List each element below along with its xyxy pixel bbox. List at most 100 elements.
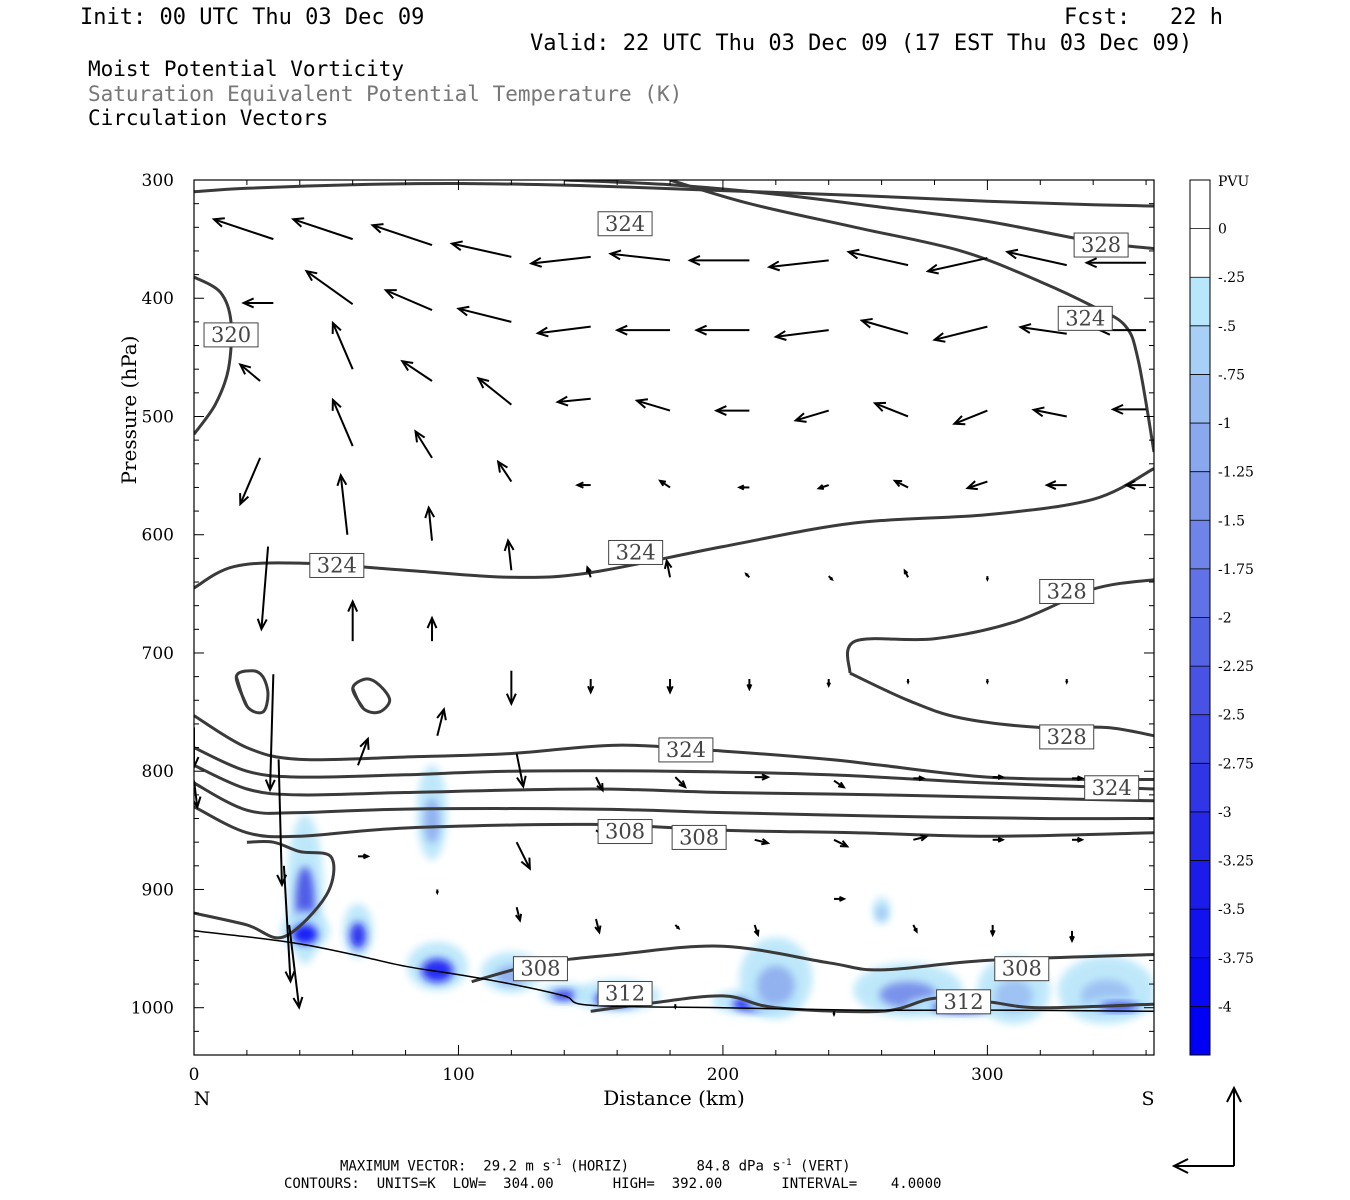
vector-head [596,783,604,793]
circulation-vector [503,538,515,571]
vector-shaft [848,250,909,267]
circulation-vector [1069,930,1075,944]
contour-label-text: 328 [1047,725,1087,749]
colorbar-label: -2 [1218,611,1232,627]
north-label: N [194,1088,211,1110]
contour-label-text: 308 [1002,957,1042,981]
circulation-vector [336,472,349,535]
vector-shaft [595,776,604,791]
pv-shading [280,765,1154,1024]
contour-label-box [1073,232,1129,258]
colorbar-label: -2.75 [1218,756,1254,772]
vector-head [773,330,787,341]
vector-head [496,459,508,473]
contour-label-box [671,824,727,850]
circulation-vector [290,217,353,241]
vector-head [832,1012,836,1017]
contour-label-box [658,737,714,763]
contour-label-box [597,211,653,237]
circulation-vector [585,565,592,578]
circulation-vector [1065,678,1069,685]
circulation-vector [331,320,354,370]
vector-head [678,780,687,789]
vector-head [826,682,831,689]
vector-head [713,405,727,416]
vector-head [1110,403,1124,415]
circulation-vector [1072,775,1085,782]
vert-tag: (VERT) [800,1158,851,1175]
circulation-vector [476,376,512,406]
contour-label-box [1084,775,1140,801]
vector-shaft [331,322,354,370]
vector-head [989,929,996,938]
contour-label: 328 [1073,232,1129,258]
circulation-vector [436,706,447,736]
colorbar-label: -3.75 [1218,951,1254,967]
vector-shaft [305,270,354,305]
vector-shaft [239,457,262,505]
y-tick-label: 900 [142,880,174,900]
theta-contour-312 [590,994,1154,1014]
circulation-vector [694,324,750,336]
vector-head [816,484,825,490]
vector-head [336,472,348,487]
contour-label: 328 [1039,724,1095,750]
vector-head [892,479,903,488]
vector-head [673,1005,677,1010]
vector-head [1077,836,1085,843]
y-tick-label: 600 [142,526,174,546]
y-tick-label: 700 [142,644,174,664]
vector-head [1018,323,1032,334]
colorbar-label: -3.25 [1218,854,1254,870]
contour-label-box [994,956,1050,982]
contour-label-text: 324 [1092,776,1132,800]
x-tick-label: 0 [189,1065,200,1085]
valid-time: Valid: 22 UTC Thu 03 Dec 09 (17 EST Thu … [530,31,1193,56]
contour-label: 308 [671,824,727,850]
circulation-vector [555,395,591,407]
circulation-vector [1044,480,1067,490]
circulation-vector [1110,403,1147,415]
colorbar-swatch [1190,471,1210,521]
vector-head [331,320,342,334]
vector-head [919,834,929,842]
vector-head [753,929,760,938]
colorbar-swatch [1190,520,1210,570]
colorbar-swatch [1190,568,1210,618]
contour-label-box [597,819,653,845]
vector-shaft [954,409,988,425]
y-tick-label: 800 [142,762,174,782]
vector-shaft [927,257,988,273]
circulation-vector [211,217,274,241]
colorbar-swatch [1190,666,1210,716]
vector-head [761,838,771,846]
vector-shaft [239,363,261,382]
contour-label-box [1057,305,1113,331]
field-title-vectors: Circulation Vectors [88,106,329,130]
vector-head [666,685,674,695]
south-label: S [1141,1088,1154,1110]
vector-shaft [213,218,274,241]
vector-shaft [357,738,369,766]
contour-label: 308 [597,819,653,845]
vector-head [658,479,667,487]
circulation-vector [528,255,591,268]
field-title-theta: Saturation Equivalent Potential Temperat… [88,82,683,106]
vector-head [744,572,749,577]
colorbar-swatch [1190,860,1210,910]
colorbar-title: PVU [1218,174,1250,190]
pv-patch-core [756,965,795,1005]
circulation-vector [932,325,988,343]
circulation-vector [435,889,439,896]
vector-head [766,260,781,272]
contour-label-text: 312 [605,982,645,1006]
circulation-vector [666,678,674,695]
vector-head [737,484,745,491]
vert-unit-exponent: -1 [780,1158,792,1168]
contour-label-box [309,552,365,578]
pv-patch-core [876,906,887,920]
contour-label: 324 [608,539,664,565]
theta-contour-312 [194,781,1154,821]
max-vector-info: MAXIMUM VECTOR: 29.2 m s-1 (HORIZ) 84.8 … [340,1159,851,1174]
circulation-vector [456,305,512,323]
